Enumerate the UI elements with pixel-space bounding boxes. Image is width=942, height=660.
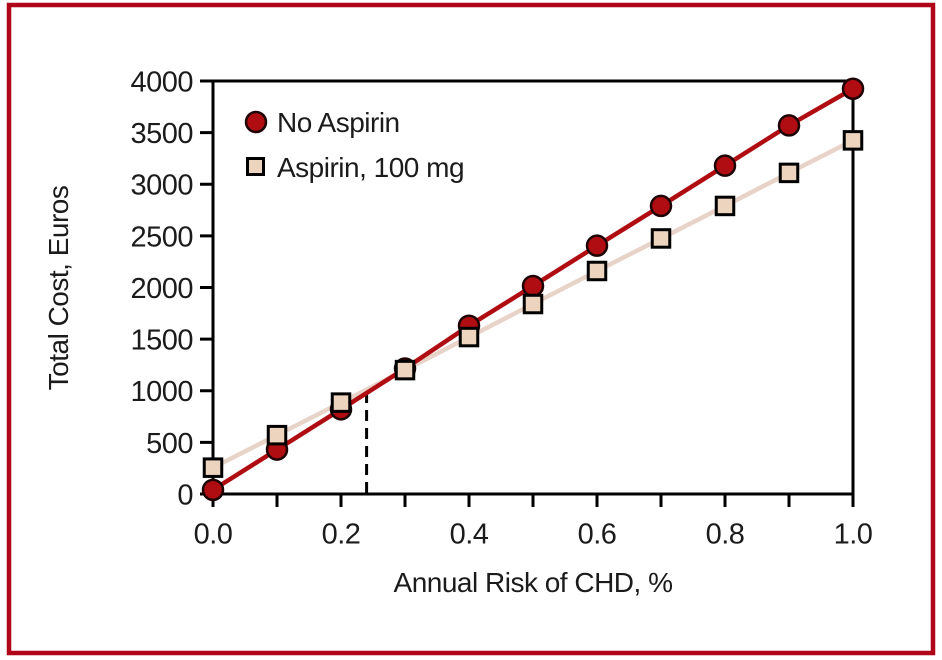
y-tick-label: 4000 [130,66,193,98]
data-point-square [266,424,288,446]
data-point-square [586,260,608,282]
x-tick-label: 0.4 [450,518,489,550]
x-tick-label: 0.0 [194,518,233,550]
data-point-square [714,195,736,217]
y-tick-label: 1500 [130,325,193,357]
legend: No Aspirin Aspirin, 100 mg [244,107,465,183]
data-point-circle [585,234,609,257]
plot-area: 0 500 1000 1500 2000 2500 3000 3500 4000 0.0 0.2 0.… [130,66,872,550]
data-point-circle [777,114,801,137]
y-tick-label: 500 [146,428,193,460]
y-tick-label: 3500 [130,118,193,150]
data-point-square [778,162,800,184]
data-point-square [842,130,864,151]
data-point-square [650,228,672,249]
data-point-circle [201,478,225,502]
y-tick-label: 0 [177,479,193,511]
y-tick-label: 1000 [130,376,193,408]
data-point-square [330,392,352,413]
data-point-circle [649,194,673,218]
x-tick-label: 0.2 [322,518,361,550]
x-tick-label: 0.8 [706,518,745,550]
aspirin-legend-marker-icon [246,157,265,176]
aspirin-legend-label: Aspirin, 100 mg [277,152,464,183]
y-axis-title: Total Cost, Euros [43,186,74,391]
x-tick-label: 1.0 [834,518,873,550]
no-aspirin-legend-label: No Aspirin [277,107,400,138]
y-tick-label: 2500 [130,221,193,253]
no-aspirin-legend-marker-icon [244,110,268,134]
plot-frame [211,79,855,496]
x-tick-label: 0.6 [578,518,617,550]
y-tick-label: 2000 [130,273,193,305]
data-point-square [458,326,480,348]
y-tick-label: 3000 [130,170,193,202]
data-point-square [202,457,224,478]
data-point-square [394,359,416,381]
x-axis-title: Annual Risk of CHD, % [394,567,673,598]
data-point-circle [841,77,865,100]
figure-border [6,2,936,656]
data-point-circle [713,154,737,177]
data-point-square [522,293,544,315]
data-point-circle [521,274,545,298]
